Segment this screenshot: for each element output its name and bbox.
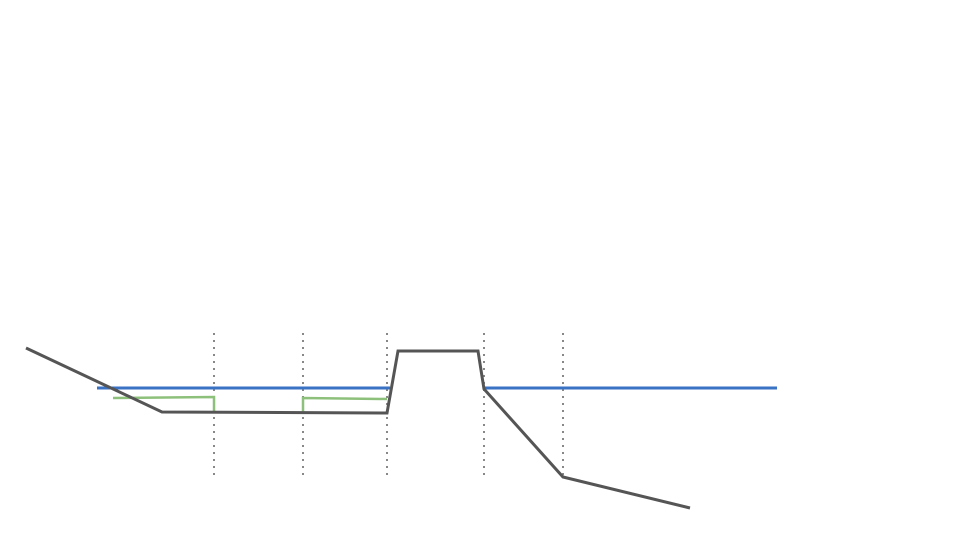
secondary-level-lines <box>112 395 388 412</box>
section-dividers <box>213 333 564 478</box>
secondary-level-segment-1 <box>112 395 216 412</box>
ground-profile-line <box>25 346 691 510</box>
secondary-level-segment-2 <box>301 396 388 412</box>
